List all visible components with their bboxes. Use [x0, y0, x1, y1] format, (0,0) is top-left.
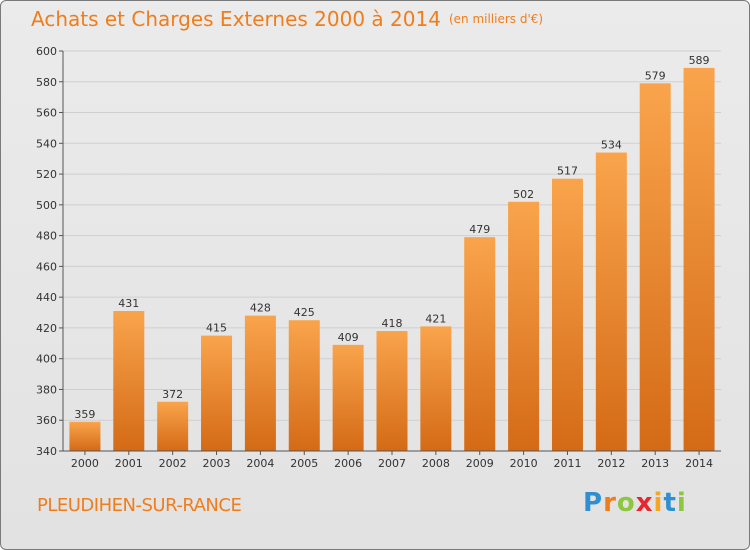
- bar: [244, 315, 276, 451]
- proxiti-logo: Proxiti: [583, 488, 687, 518]
- bar-value-label: 517: [557, 165, 578, 178]
- logo-letter: o: [616, 488, 636, 518]
- bar: [113, 311, 145, 451]
- chart-unit: (en milliers d'€): [448, 12, 544, 26]
- y-tick-label: 600: [36, 45, 57, 58]
- bar: [639, 83, 671, 452]
- x-tick-label: 2005: [290, 457, 318, 470]
- y-tick-label: 440: [36, 291, 57, 304]
- bar-value-label: 479: [469, 223, 490, 236]
- bar: [420, 326, 452, 451]
- bar: [595, 152, 627, 452]
- bar-value-label: 502: [513, 188, 534, 201]
- bar: [464, 237, 496, 451]
- bar: [69, 421, 101, 451]
- logo-letter: r: [603, 488, 617, 518]
- y-tick-label: 540: [36, 137, 57, 150]
- y-tick-label: 400: [36, 353, 57, 366]
- x-tick-label: 2008: [422, 457, 450, 470]
- bar-value-label: 415: [206, 322, 227, 335]
- bars: 359 431 372 415 428 425 409 418 421 479 502 517 534 5…: [69, 54, 715, 452]
- bar-value-label: 359: [74, 408, 95, 421]
- bar: [376, 331, 408, 451]
- bar-value-label: 425: [294, 306, 315, 319]
- bar: [683, 67, 715, 451]
- x-tick-label: 2013: [641, 457, 669, 470]
- bar-value-label: 534: [601, 139, 622, 152]
- x-tick-label: 2002: [159, 457, 187, 470]
- bar-value-label: 428: [250, 302, 271, 315]
- x-tick-label: 2011: [553, 457, 581, 470]
- x-tick-label: 2007: [378, 457, 406, 470]
- y-tick-label: 520: [36, 168, 57, 181]
- bar: [332, 344, 364, 451]
- bar: [201, 335, 233, 451]
- x-tick-label: 2000: [71, 457, 99, 470]
- logo-letter: P: [583, 488, 604, 518]
- bar-value-label: 372: [162, 388, 183, 401]
- y-tick-label: 340: [36, 445, 57, 458]
- chart-title: Achats et Charges Externes 2000 à 2014 (e…: [31, 7, 543, 31]
- y-tick-label: 420: [36, 322, 57, 335]
- y-tick-label: 460: [36, 260, 57, 273]
- y-axis: 340 360 380 400 420 440 460 480 500 520 540 560 580 6…: [36, 45, 64, 458]
- x-tick-label: 2004: [246, 457, 274, 470]
- y-tick-label: 480: [36, 230, 57, 243]
- x-tick-label: 2009: [466, 457, 494, 470]
- x-tick-label: 2001: [115, 457, 143, 470]
- bar-value-label: 418: [382, 317, 403, 330]
- y-tick-label: 560: [36, 107, 57, 120]
- x-tick-label: 2003: [203, 457, 231, 470]
- bar-value-label: 431: [118, 297, 139, 310]
- bar-value-label: 589: [689, 54, 710, 67]
- logo-letter: x: [635, 488, 654, 518]
- y-tick-label: 360: [36, 414, 57, 427]
- y-tick-label: 380: [36, 383, 57, 396]
- bar: [551, 178, 583, 451]
- x-axis: 2000 2001 2002 2003 2004 2005 2006 2007 2008 2009…: [63, 450, 721, 470]
- x-tick-label: 2006: [334, 457, 362, 470]
- logo-letter: i: [676, 488, 687, 518]
- x-tick-label: 2010: [510, 457, 538, 470]
- bar: [157, 401, 189, 451]
- logo-letter: i: [653, 488, 664, 518]
- bar-value-label: 421: [425, 312, 446, 325]
- logo-letter: t: [663, 488, 677, 518]
- y-tick-label: 500: [36, 199, 57, 212]
- bar: [288, 320, 320, 451]
- bar: [508, 201, 540, 451]
- bar-value-label: 579: [645, 69, 666, 82]
- chart-title-text: Achats et Charges Externes 2000 à 2014: [31, 7, 441, 31]
- commune-name: PLEUDIHEN-SUR-RANCE: [37, 495, 242, 516]
- x-tick-label: 2012: [597, 457, 625, 470]
- y-tick-label: 580: [36, 76, 57, 89]
- x-tick-label: 2014: [685, 457, 713, 470]
- bar-value-label: 409: [338, 331, 359, 344]
